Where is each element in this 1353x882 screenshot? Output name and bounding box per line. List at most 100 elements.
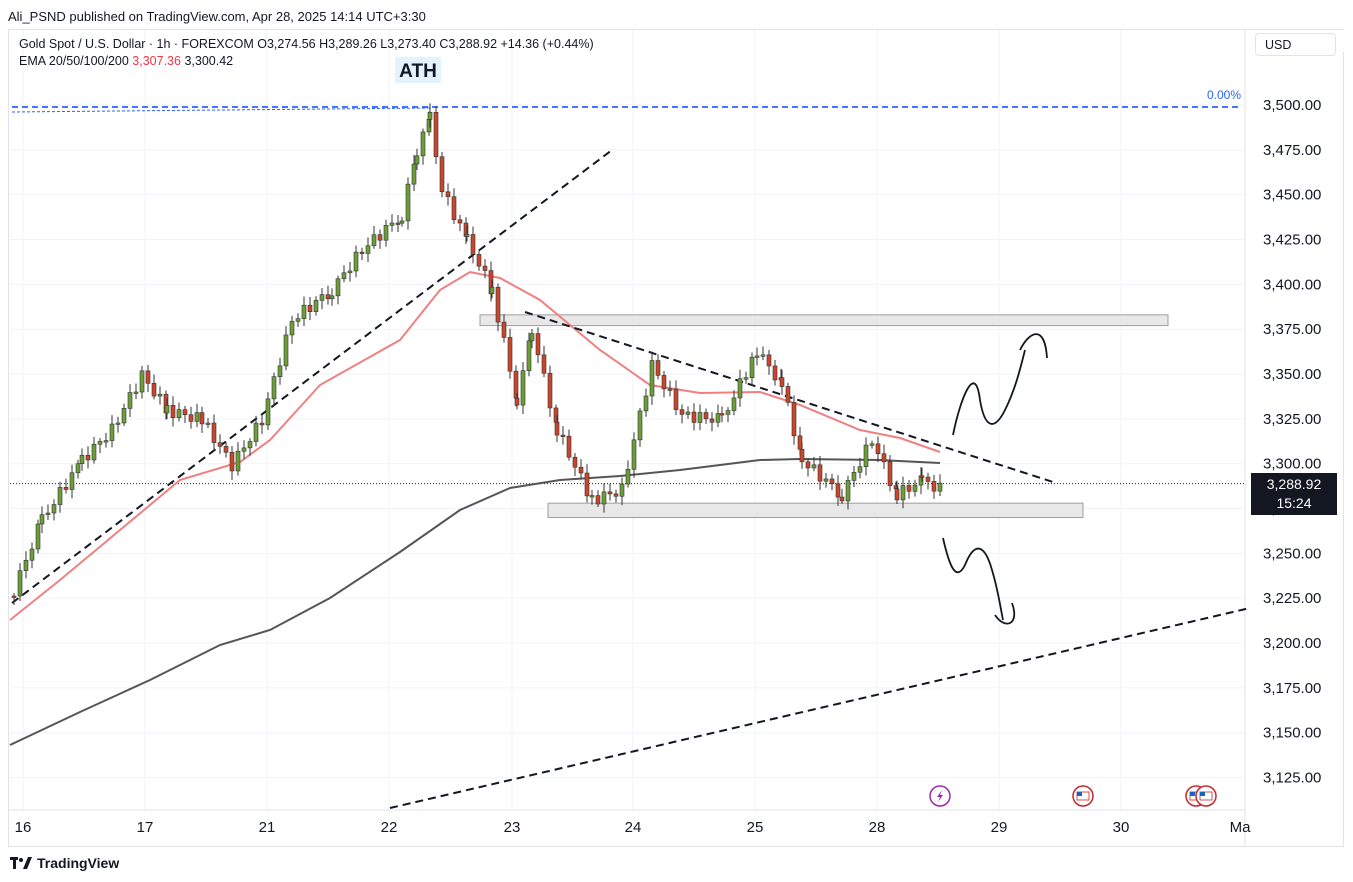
candle-body	[811, 464, 817, 469]
ema-200-line	[9, 457, 941, 746]
y-tick-label: 3,400.00	[1263, 276, 1321, 293]
y-tick-label: 3,225.00	[1263, 590, 1321, 607]
candle-body	[697, 412, 703, 423]
candle-body	[791, 402, 797, 437]
candle-body	[520, 370, 526, 406]
candle-body	[133, 391, 139, 394]
candle-body	[127, 392, 133, 409]
x-tick-label: 30	[1113, 819, 1130, 836]
candle-body	[157, 393, 163, 397]
ema-label: EMA 20/50/100/200	[19, 54, 129, 68]
candle-body	[572, 456, 578, 468]
fib-label: 0.00%	[1207, 88, 1241, 102]
candle-body	[749, 356, 755, 379]
candle-body	[772, 365, 778, 381]
candle-body	[451, 196, 457, 221]
candle-body	[894, 488, 900, 501]
candle-body	[482, 265, 488, 271]
candle-body	[11, 595, 17, 598]
candle-body	[259, 422, 265, 426]
candle-body	[869, 443, 875, 446]
candle-body	[445, 191, 451, 198]
symbol-legend: Gold Spot / U.S. Dollar · 1h · FOREXCOM …	[19, 37, 594, 51]
candle-body	[507, 337, 513, 372]
x-tick-label: 23	[504, 819, 521, 836]
candle-body	[845, 480, 851, 502]
candle-body	[307, 304, 313, 312]
candle-body	[377, 234, 383, 241]
x-tick-label: 21	[259, 819, 276, 836]
candle-body	[205, 422, 211, 425]
candle-body	[69, 472, 75, 490]
candle-body	[760, 354, 766, 357]
y-tick-label: 3,500.00	[1263, 97, 1321, 114]
y-tick-label: 3,250.00	[1263, 545, 1321, 562]
y-tick-label: 3,300.00	[1263, 456, 1321, 473]
candle-body	[655, 360, 661, 376]
candle-body	[715, 413, 721, 423]
candle-body	[584, 472, 590, 497]
candle-body	[176, 409, 182, 418]
candle-body	[725, 410, 731, 415]
candle-body	[823, 478, 829, 482]
candle-body	[766, 354, 772, 367]
candle-body	[601, 491, 607, 505]
candle-body	[495, 286, 501, 323]
ath-label-bg	[395, 57, 441, 83]
candle-body	[91, 443, 97, 461]
candle-body	[151, 383, 157, 397]
candle-body	[289, 321, 295, 336]
candle-body	[371, 234, 377, 247]
flag-canton-icon	[1077, 792, 1082, 796]
candle-body	[514, 397, 520, 406]
candle-body	[164, 405, 170, 414]
candle-body	[45, 512, 51, 515]
y-tick-label: 3,375.00	[1263, 321, 1321, 338]
candle-body	[313, 300, 319, 312]
candle-body	[383, 225, 389, 241]
candle-body	[835, 483, 841, 498]
x-tick-label: 25	[747, 819, 764, 836]
candle-body	[863, 444, 869, 468]
candle-body	[414, 155, 420, 165]
currency-select[interactable]: USD	[1255, 33, 1336, 56]
candle-body	[389, 222, 395, 226]
candle-body	[17, 570, 23, 597]
zone-support	[547, 502, 1084, 519]
candle-body	[399, 220, 405, 224]
candle-body	[325, 294, 331, 300]
candle-body	[277, 365, 283, 377]
x-tick-label: 24	[625, 819, 642, 836]
lower-trendline	[389, 607, 1251, 809]
candle-body	[295, 318, 301, 322]
candle-body	[145, 370, 151, 384]
candle-body	[199, 412, 205, 425]
candle-body	[578, 466, 584, 474]
ema-value-200: 3,300.42	[184, 54, 234, 68]
candle-body	[182, 409, 188, 415]
candle-body	[405, 183, 411, 222]
candle-body	[439, 156, 445, 193]
candle-body	[97, 441, 103, 445]
candle-body	[554, 421, 560, 436]
candle-body	[411, 163, 417, 185]
candle-body	[235, 450, 241, 472]
candle-body	[797, 435, 803, 450]
candle-body	[301, 304, 307, 319]
candle-body	[731, 397, 737, 411]
candle-body	[335, 278, 341, 297]
candle-body	[170, 405, 176, 418]
candle-body	[85, 454, 91, 461]
candle-body	[115, 422, 121, 425]
x-tick-label: 28	[869, 819, 886, 836]
candle-body	[253, 422, 259, 442]
candle-body	[23, 559, 29, 571]
ema-value-20: 3,307.36	[132, 54, 181, 68]
candle-body	[57, 487, 63, 505]
flag-canton-icon	[1190, 792, 1195, 796]
candle-body	[589, 495, 595, 498]
tradingview-brand: TradingView	[37, 855, 120, 871]
y-tick-label: 3,150.00	[1263, 725, 1321, 742]
candle-body	[217, 442, 223, 447]
